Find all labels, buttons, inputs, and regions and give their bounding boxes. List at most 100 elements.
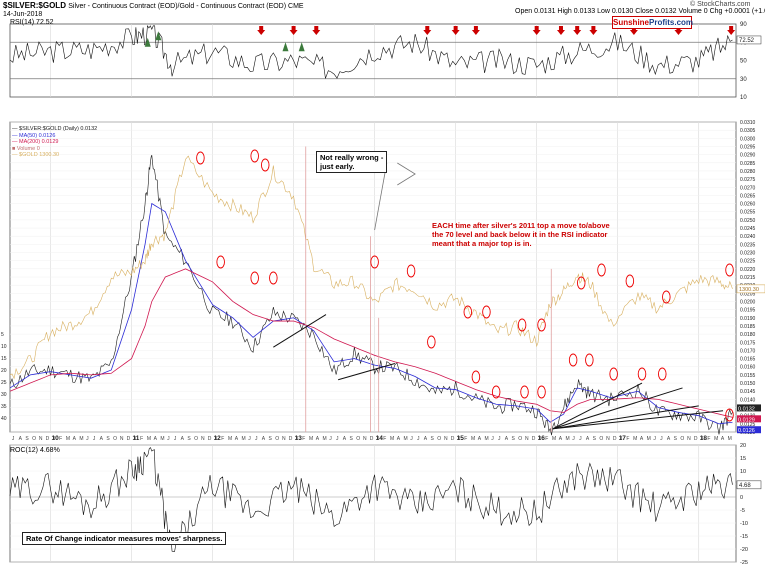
top-circle [520, 385, 529, 399]
main-right-tick: 0.0215 [740, 275, 756, 281]
volume-left-tick: 35 [1, 404, 7, 410]
top-circle [260, 158, 270, 172]
month-label: M [309, 436, 313, 442]
main-right-tick: 0.0145 [740, 389, 756, 395]
top-circle [637, 367, 647, 381]
main-right-tick: 0.0275 [740, 177, 756, 183]
month-label: J [579, 436, 582, 442]
month-label: J [12, 436, 15, 442]
month-label: M [322, 436, 326, 442]
main-right-tick: 0.0180 [740, 332, 756, 338]
month-label: A [154, 436, 158, 442]
main-right-tick: 0.0200 [740, 299, 756, 305]
price-badge-bg [737, 404, 761, 412]
rsi-tick: 10 [740, 95, 747, 101]
month-label: J [376, 436, 379, 442]
legend-price: — $SILVER:$GOLD (Daily) 0.0132 [12, 126, 98, 132]
month-label: J [329, 436, 332, 442]
roc-tick: 0 [740, 495, 743, 501]
month-label: J [174, 436, 177, 442]
month-label: M [241, 436, 245, 442]
not-wrong-annotation: Not really wrong - just early. [316, 151, 388, 173]
support-trendline [552, 405, 699, 430]
month-label: D [370, 436, 374, 442]
main-right-tick: 0.0235 [740, 242, 756, 248]
year-label: 18 [700, 435, 708, 442]
month-label: O [275, 436, 279, 442]
price-badge-bg [737, 426, 761, 434]
main-right-tick: 0.0205 [740, 291, 756, 297]
month-label: F [59, 436, 62, 442]
rsi-top-arrow [289, 26, 298, 35]
main-right-tick: 0.0125 [740, 422, 756, 428]
month-label: J [295, 436, 298, 442]
month-label: D [46, 436, 50, 442]
main-right-tick: 0.0265 [740, 193, 756, 199]
top-circle [576, 276, 586, 290]
rsi-peak-fill [298, 42, 305, 52]
rsi-top-arrow [471, 26, 480, 35]
month-label: D [127, 436, 131, 442]
month-label: S [674, 436, 678, 442]
price-badge-value: 0.0132 [738, 406, 755, 412]
month-label: N [282, 436, 286, 442]
month-label: A [181, 436, 185, 442]
month-label: J [458, 436, 461, 442]
month-label: F [221, 436, 224, 442]
month-label: O [680, 436, 684, 442]
rsi-top-annotation: EACH time after silver's 2011 top a move… [432, 221, 610, 248]
main-right-tick: 0.0250 [740, 218, 756, 224]
main-right-tick: 0.0270 [740, 185, 756, 191]
month-label: N [606, 436, 610, 442]
top-circle [597, 263, 606, 277]
main-right-tick: 0.0170 [740, 348, 756, 354]
month-label: A [478, 436, 482, 442]
rsi-peak-fill [144, 37, 151, 47]
month-label: O [113, 436, 117, 442]
rsi-top-arrow [532, 26, 541, 35]
rsi-line [9, 24, 733, 79]
symbol-title: $SILVER:$GOLD Silver - Continuous Contra… [3, 2, 304, 11]
month-label: M [552, 436, 556, 442]
legend-gold: — $GOLD 1300.30 [12, 152, 60, 158]
top-circle [216, 255, 225, 269]
main-right-tick: 0.0150 [740, 381, 756, 387]
top-circle [662, 290, 671, 304]
month-label: N [687, 436, 691, 442]
series-line-3 [9, 155, 733, 380]
month-label: O [518, 436, 522, 442]
month-label: A [559, 436, 563, 442]
month-label: M [728, 436, 732, 442]
main-right-tick: 0.0255 [740, 210, 756, 216]
month-label: J [410, 436, 413, 442]
month-label: N [39, 436, 43, 442]
year-label: 12 [214, 435, 222, 442]
main-right-tick: 0.0280 [740, 169, 756, 175]
top-circle [585, 353, 594, 367]
main-right-tick: 0.0195 [740, 308, 756, 314]
month-label: A [721, 436, 725, 442]
main-right-tick: 0.0225 [740, 259, 756, 265]
month-label: A [262, 436, 266, 442]
month-label: N [120, 436, 124, 442]
roc-annotation: Rate Of Change indicator measures moves'… [22, 532, 227, 545]
month-label: A [505, 436, 509, 442]
volume-left-tick: 20 [1, 368, 7, 374]
top-circle [427, 335, 436, 349]
callout-pointer [397, 162, 416, 186]
month-label: A [235, 436, 239, 442]
month-label: J [133, 436, 136, 442]
main-right-tick: 0.0285 [740, 161, 756, 167]
month-label: A [316, 436, 320, 442]
main-right-tick: 0.0240 [740, 234, 756, 240]
month-label: J [653, 436, 656, 442]
rsi-top-arrow [556, 26, 565, 35]
month-label: A [73, 436, 77, 442]
month-label: A [100, 436, 104, 442]
rsi-top-arrow [589, 26, 598, 35]
brand-part2: Profits.com [649, 18, 694, 27]
month-label: J [214, 436, 217, 442]
callout-pointer [374, 162, 388, 231]
year-label: 10 [52, 435, 60, 442]
month-label: F [707, 436, 710, 442]
